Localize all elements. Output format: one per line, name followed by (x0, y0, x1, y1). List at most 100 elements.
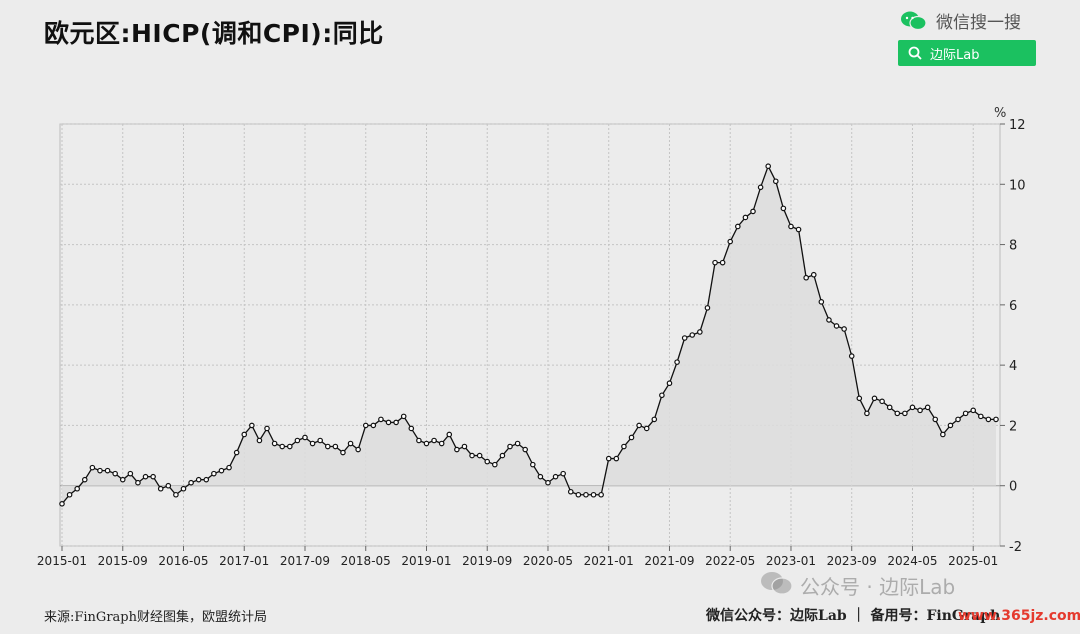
data-point (575, 491, 582, 498)
data-point (659, 392, 665, 399)
data-point (514, 440, 521, 447)
data-point (211, 470, 217, 477)
data-point (233, 449, 240, 456)
data-point (552, 473, 559, 480)
data-point (423, 440, 430, 447)
data-point (385, 419, 392, 426)
data-point (810, 271, 817, 278)
data-point (818, 299, 825, 305)
data-point (332, 443, 339, 450)
data-point (924, 404, 931, 411)
data-point (150, 473, 156, 480)
data-point (340, 449, 346, 456)
data-point (446, 431, 453, 438)
data-point (279, 443, 286, 450)
data-point (142, 473, 149, 480)
data-point (66, 491, 73, 498)
data-point (833, 323, 840, 329)
data-point (985, 416, 992, 423)
data-point (165, 482, 172, 489)
data-point (347, 440, 354, 447)
series-line (61, 164, 996, 505)
data-point (780, 205, 787, 212)
x-tick-label: 2015-09 (98, 554, 148, 568)
data-point (598, 491, 604, 498)
x-tick-label: 2022-05 (705, 554, 755, 568)
data-point (173, 491, 179, 498)
data-point (195, 476, 202, 483)
x-tick-label: 2018-05 (341, 554, 391, 568)
data-point (750, 208, 756, 215)
data-point (249, 422, 255, 429)
data-point (302, 434, 308, 441)
data-point (955, 416, 961, 423)
data-point (218, 467, 225, 474)
y-tick-label: 2 (1009, 419, 1017, 434)
y-tick-label: 0 (1009, 480, 1017, 495)
data-point (727, 238, 734, 245)
x-tick-label: 2019-09 (462, 554, 512, 568)
data-point (605, 455, 612, 462)
data-point (74, 485, 80, 492)
wechat-search-label: 微信搜一搜 (936, 13, 1021, 33)
data-point (947, 422, 954, 429)
y-unit-label: % (994, 106, 1006, 121)
data-point (894, 410, 901, 417)
data-point (719, 259, 726, 266)
data-point (871, 395, 878, 402)
data-point (499, 452, 506, 459)
data-point (461, 443, 468, 450)
data-point (264, 425, 270, 432)
data-point (681, 335, 688, 341)
x-tick-label: 2021-01 (584, 554, 634, 568)
data-point (902, 410, 908, 417)
x-tick-label: 2017-01 (219, 554, 269, 568)
data-point (378, 416, 384, 423)
data-point (826, 317, 832, 323)
data-point (203, 476, 210, 483)
x-tick-label: 2021-09 (644, 554, 694, 568)
series-area (62, 166, 996, 504)
data-point (188, 479, 194, 486)
data-point (909, 404, 916, 411)
data-point (560, 470, 566, 477)
data-point (416, 437, 422, 444)
data-point (621, 443, 627, 450)
x-tick-label: 2025-01 (948, 554, 998, 568)
data-point (400, 413, 407, 420)
data-point (89, 464, 96, 471)
wechat-icon (900, 10, 928, 32)
data-point (735, 223, 741, 230)
y-tick-label: -2 (1009, 540, 1022, 555)
search-button-label: 边际Lab (930, 47, 980, 63)
data-point (522, 446, 529, 453)
data-point (309, 440, 316, 447)
data-point (704, 305, 711, 311)
data-point (324, 443, 331, 450)
data-point (317, 437, 323, 444)
data-point (962, 410, 969, 417)
data-point (112, 470, 118, 477)
data-point (393, 419, 399, 426)
x-tick-label: 2020-05 (523, 554, 573, 568)
watermark-text: 公众号 · 边际Lab (800, 575, 956, 599)
data-point (408, 425, 415, 432)
data-point (119, 476, 126, 483)
data-point (636, 422, 642, 429)
data-point (674, 359, 680, 365)
y-tick-label: 4 (1009, 359, 1017, 374)
data-point (529, 461, 536, 468)
search-button[interactable]: 边际Lab (898, 40, 1036, 66)
data-point (697, 329, 703, 335)
site-watermark: www.365jz.com (958, 608, 1080, 624)
data-source: 来源:FinGraph财经图集，欧盟统计局 (44, 610, 267, 625)
data-point (355, 446, 361, 453)
data-point (712, 259, 718, 266)
y-tick-label: 8 (1009, 239, 1017, 254)
data-point (271, 440, 278, 447)
data-point (476, 452, 483, 459)
data-point (127, 470, 134, 477)
data-point (583, 491, 589, 498)
x-tick-label: 2017-09 (280, 554, 330, 568)
